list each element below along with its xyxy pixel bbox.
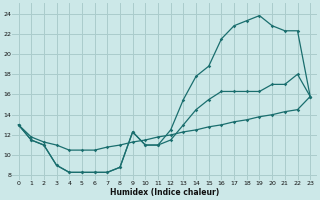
X-axis label: Humidex (Indice chaleur): Humidex (Indice chaleur)	[110, 188, 219, 197]
